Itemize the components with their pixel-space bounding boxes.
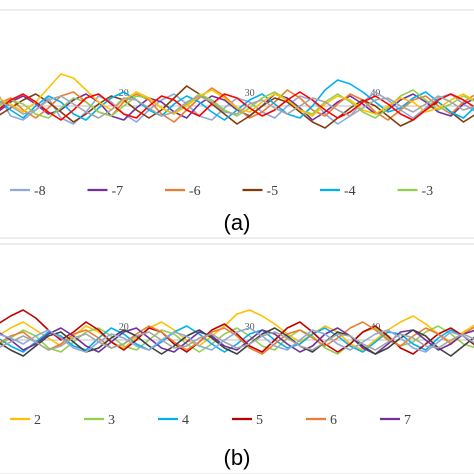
legend-label: -8 — [34, 184, 46, 199]
chart-frame — [0, 9, 474, 239]
legend-label: 2 — [34, 413, 41, 428]
legend-label: 4 — [182, 413, 189, 428]
legend-label: 7 — [404, 413, 411, 428]
series-line — [0, 321, 474, 355]
series-line — [0, 327, 474, 357]
legend-label: -6 — [189, 184, 201, 199]
series-line — [0, 95, 474, 119]
legend-label: 6 — [330, 413, 337, 428]
legend-label: 5 — [256, 413, 263, 428]
legend-label: -3 — [422, 184, 434, 199]
legend-label: -4 — [344, 184, 356, 199]
x-tick-label: 20 — [119, 88, 129, 99]
series-line — [0, 87, 474, 123]
legend-label: -5 — [267, 184, 279, 199]
panel-label: (b) — [224, 445, 251, 470]
series-line — [0, 73, 474, 117]
x-tick-label: 30 — [245, 88, 255, 99]
x-tick-label: 40 — [370, 88, 380, 99]
series-line — [0, 331, 474, 351]
chart-frame — [0, 243, 474, 474]
series-line — [0, 327, 474, 353]
series-line — [0, 79, 474, 121]
panel-label: (a) — [224, 210, 251, 235]
series-line — [0, 325, 474, 353]
panel-b: 20 30 402 3 4 5 6 7(b) — [0, 243, 474, 474]
series-line — [0, 85, 474, 129]
panel-a: 20 30 40 -8 -7 -6 -5 -4 -3 (a) — [0, 9, 474, 239]
legend-label: 3 — [108, 413, 115, 428]
x-tick-label: 20 — [119, 322, 129, 333]
legend-label: -7 — [112, 184, 124, 199]
